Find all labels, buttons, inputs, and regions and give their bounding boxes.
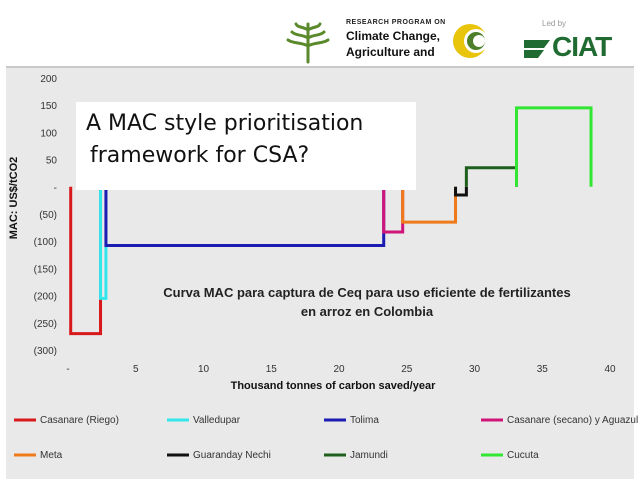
legend-label: Jamundi <box>350 450 388 461</box>
y-tick-label: (300) <box>34 346 57 357</box>
chart-subtitle-line-1: Curva MAC para captura de Ceq para uso e… <box>163 285 570 300</box>
mac-series-step <box>69 186 103 336</box>
slide-title-line-1: A MAC style prioritisation <box>86 111 364 136</box>
header-banner: RESEARCH PROGRAM ON Climate Change, Agri… <box>0 0 638 66</box>
ccafs-logo-icon <box>286 22 330 64</box>
x-tick-label: 20 <box>333 364 345 375</box>
legend-label: Meta <box>40 450 63 461</box>
x-tick-label: 10 <box>198 364 210 375</box>
y-tick-label: 200 <box>40 74 57 85</box>
x-tick-label: - <box>66 364 69 375</box>
x-axis-title: Thousand tonnes of carbon saved/year <box>231 380 436 392</box>
legend-label: Cucuta <box>507 450 539 461</box>
led-by-label: Led by <box>542 19 567 28</box>
mac-series-step <box>454 186 468 197</box>
x-tick-label: 15 <box>266 364 278 375</box>
slide-title-box: A MAC style prioritisation framework for… <box>76 102 416 190</box>
y-tick-label: (250) <box>34 319 57 330</box>
y-tick-label: 100 <box>40 128 57 139</box>
ciat-leaf-icon <box>524 40 550 58</box>
x-tick-label: 40 <box>604 364 616 375</box>
legend-label: Valledupar <box>193 415 241 426</box>
program-name: RESEARCH PROGRAM ON Climate Change, Agri… <box>346 18 446 66</box>
y-tick-label: (50) <box>39 210 57 221</box>
x-tick-label: 35 <box>537 364 549 375</box>
y-tick-label: - <box>54 183 57 194</box>
x-tick-label: 25 <box>401 364 413 375</box>
y-tick-label: (150) <box>34 264 57 275</box>
mac-series-step <box>401 186 458 224</box>
mac-series-step <box>382 186 405 234</box>
program-line-3: Agriculture and <box>346 45 435 59</box>
y-tick-label: 50 <box>46 156 58 167</box>
mac-series-step <box>515 106 593 187</box>
legend-label: Casanare (Riego) <box>40 415 119 426</box>
x-tick-label: 5 <box>133 364 139 375</box>
mac-series-step <box>464 166 519 187</box>
x-tick-label: 30 <box>469 364 481 375</box>
cgiar-crescent-icon <box>453 24 488 58</box>
y-axis-title: MAC: US$/tCO2 <box>8 157 20 240</box>
ciat-logo-text: CIAT <box>552 31 612 62</box>
legend-label: Guaranday Nechi <box>193 450 271 461</box>
program-line-2: Climate Change, <box>346 29 441 43</box>
mac-series-step <box>104 186 386 248</box>
legend-label: Casanare (secano) y Aguazul <box>507 415 638 426</box>
legend-label: Tolima <box>350 415 379 426</box>
y-tick-label: (100) <box>34 237 57 248</box>
slide-title-line-2: framework for CSA? <box>90 143 310 168</box>
chart-subtitle-line-2: en arroz en Colombia <box>301 304 434 319</box>
program-line-1: RESEARCH PROGRAM ON <box>346 19 446 26</box>
y-tick-label: 150 <box>40 101 57 112</box>
y-tick-label: (200) <box>34 292 57 303</box>
